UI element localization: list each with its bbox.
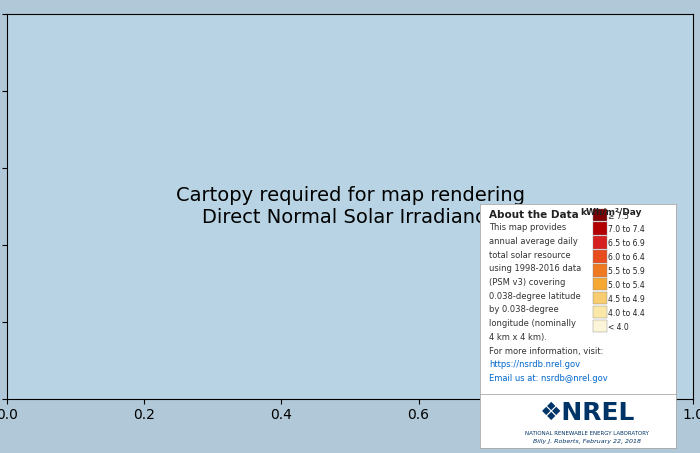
Text: 6.5 to 6.9: 6.5 to 6.9 <box>608 239 645 248</box>
Text: < 4.0: < 4.0 <box>608 323 629 332</box>
FancyBboxPatch shape <box>593 250 607 263</box>
Text: 5.5 to 5.9: 5.5 to 5.9 <box>608 267 645 276</box>
Text: total solar resource: total solar resource <box>489 251 571 260</box>
FancyBboxPatch shape <box>593 222 607 235</box>
Text: Billy J. Roberts, February 22, 2018: Billy J. Roberts, February 22, 2018 <box>533 439 641 444</box>
Text: Email us at: nsrdb@nrel.gov: Email us at: nsrdb@nrel.gov <box>489 374 608 383</box>
Text: 6.0 to 6.4: 6.0 to 6.4 <box>608 253 645 262</box>
Text: ❖NREL: ❖NREL <box>540 401 635 425</box>
Text: using 1998-2016 data: using 1998-2016 data <box>489 265 582 273</box>
Text: NATIONAL RENEWABLE ENERGY LABORATORY: NATIONAL RENEWABLE ENERGY LABORATORY <box>526 431 649 436</box>
Text: 4 km x 4 km).: 4 km x 4 km). <box>489 333 547 342</box>
Text: ≥ 7.5: ≥ 7.5 <box>608 212 629 221</box>
FancyBboxPatch shape <box>593 208 607 221</box>
Text: 4.0 to 4.4: 4.0 to 4.4 <box>608 309 645 318</box>
Text: About the Data: About the Data <box>489 210 579 220</box>
FancyBboxPatch shape <box>593 320 607 332</box>
Text: For more information, visit:: For more information, visit: <box>489 347 603 356</box>
Text: annual average daily: annual average daily <box>489 237 578 246</box>
Text: by 0.038-degree: by 0.038-degree <box>489 305 559 314</box>
Text: Cartopy required for map rendering
Direct Normal Solar Irradiance: Cartopy required for map rendering Direc… <box>176 186 524 226</box>
Text: 5.0 to 5.4: 5.0 to 5.4 <box>608 281 645 290</box>
FancyBboxPatch shape <box>593 278 607 290</box>
Text: longitude (nominally: longitude (nominally <box>489 319 576 328</box>
FancyBboxPatch shape <box>593 264 607 276</box>
FancyBboxPatch shape <box>593 236 607 249</box>
FancyBboxPatch shape <box>593 292 607 304</box>
Text: (PSM v3) covering: (PSM v3) covering <box>489 278 566 287</box>
Text: 4.5 to 4.9: 4.5 to 4.9 <box>608 295 645 304</box>
Text: 7.0 to 7.4: 7.0 to 7.4 <box>608 226 645 234</box>
Text: kWh/m²/Day: kWh/m²/Day <box>580 207 642 217</box>
Text: https://nsrdb.nrel.gov: https://nsrdb.nrel.gov <box>489 360 580 369</box>
FancyBboxPatch shape <box>593 306 607 318</box>
Text: 0.038-degree latitude: 0.038-degree latitude <box>489 292 581 301</box>
Text: This map provides: This map provides <box>489 223 566 232</box>
